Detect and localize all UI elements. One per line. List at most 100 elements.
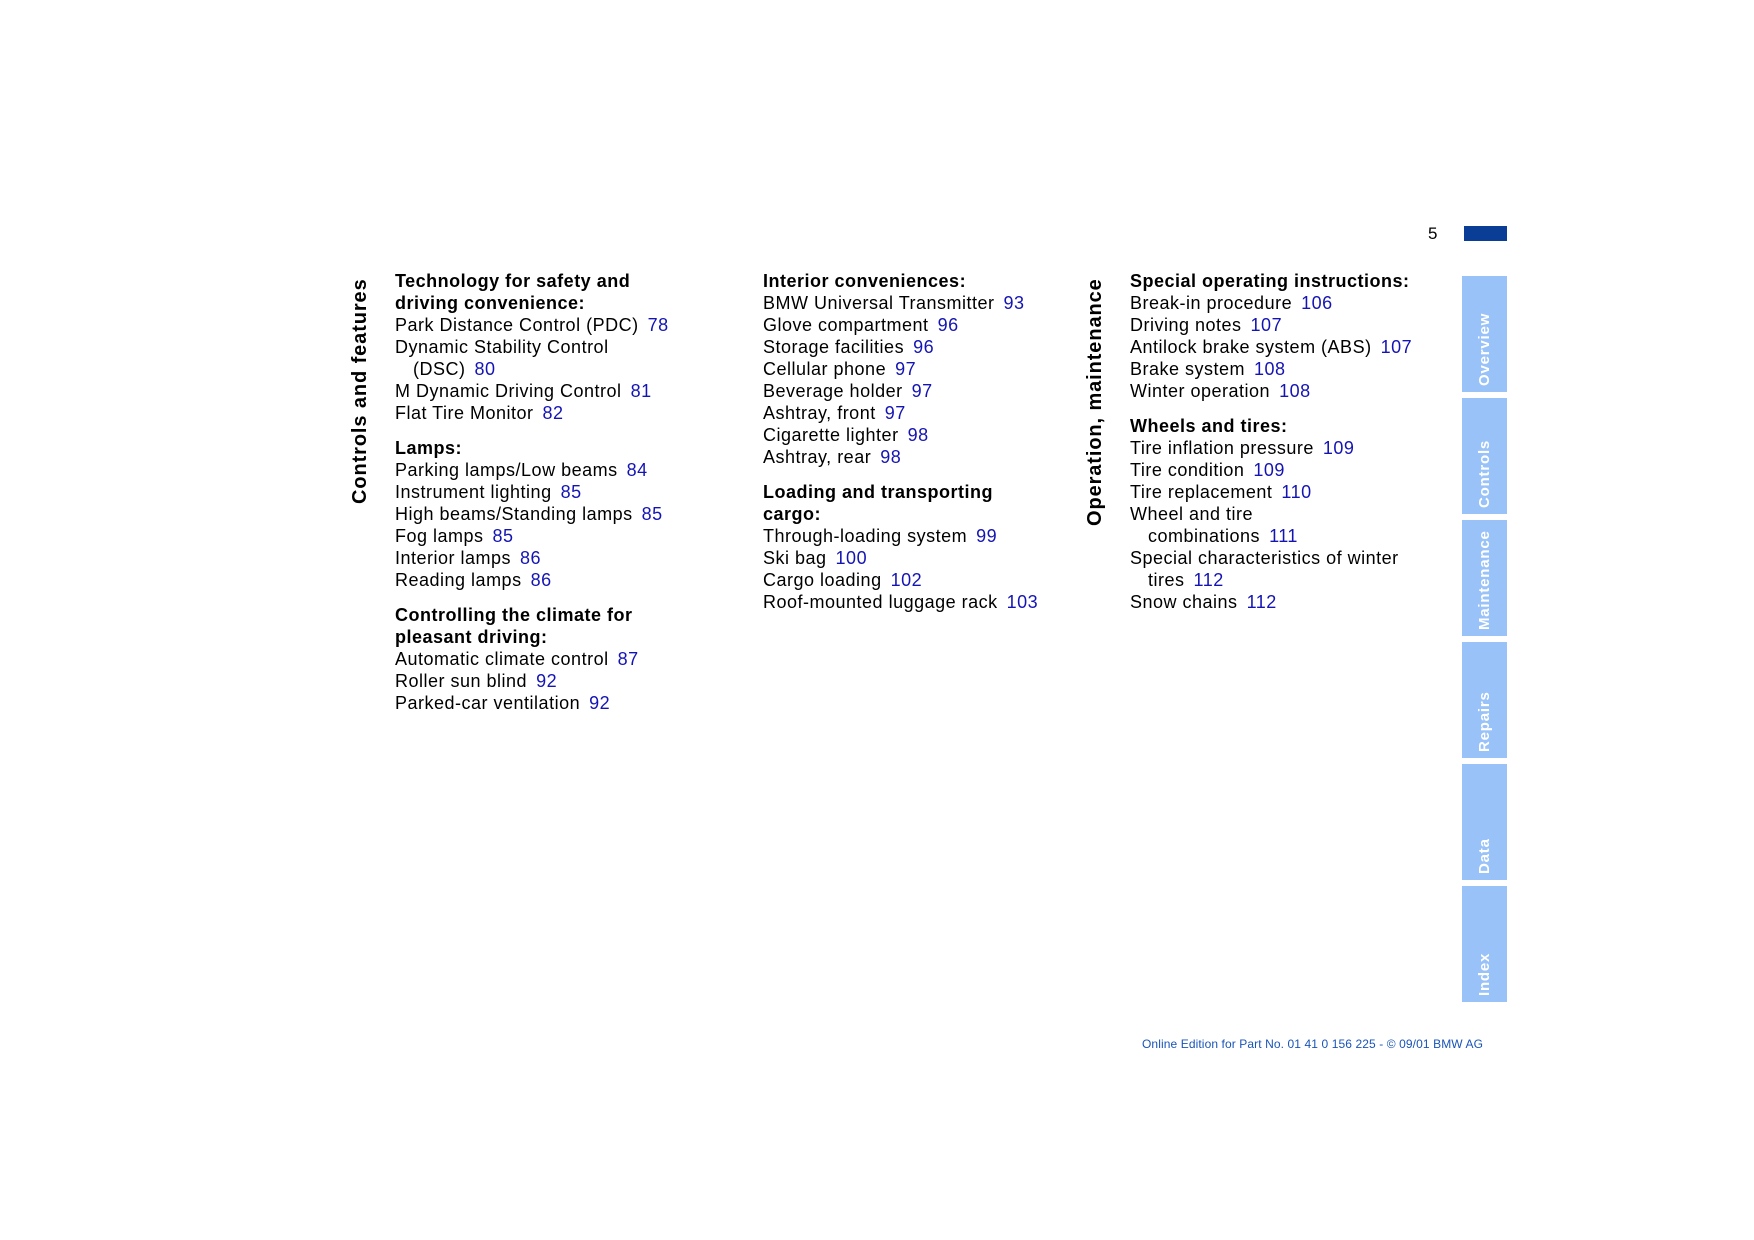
toc-entry[interactable]: Roof-mounted luggage rack 103	[763, 591, 1093, 613]
entry-label: Through-loading system	[763, 526, 968, 546]
toc-entry-continuation[interactable]: combinations 111	[1130, 525, 1460, 547]
toc-entry[interactable]: Through-loading system 99	[763, 525, 1093, 547]
page-ref-link[interactable]: 107	[1380, 337, 1413, 357]
page-ref-link[interactable]: 112	[1193, 570, 1224, 590]
page-ref-link[interactable]: 100	[835, 548, 868, 568]
page-ref-link[interactable]: 92	[536, 671, 558, 691]
toc-entry[interactable]: Cellular phone 97	[763, 358, 1093, 380]
entry-label: Reading lamps	[395, 570, 522, 590]
toc-entry[interactable]: High beams/Standing lamps 85	[395, 503, 725, 525]
entry-label: Ashtray, front	[763, 403, 876, 423]
toc-entry[interactable]: Ski bag 100	[763, 547, 1093, 569]
toc-entry-continuation[interactable]: tires 112	[1130, 569, 1460, 591]
page-ref-link[interactable]: 96	[913, 337, 935, 357]
toc-entry[interactable]: Flat Tire Monitor 82	[395, 402, 725, 424]
page-ref-link[interactable]: 99	[976, 526, 998, 546]
toc-entry[interactable]: Interior lamps 86	[395, 547, 725, 569]
tab-data[interactable]: Data	[1462, 764, 1507, 880]
entry-label: Glove compartment	[763, 315, 929, 335]
toc-entry[interactable]: Cigarette lighter 98	[763, 424, 1093, 446]
page-ref-link[interactable]: 97	[911, 381, 933, 401]
toc-entry[interactable]: Break-in procedure 106	[1130, 292, 1460, 314]
page-ref-link[interactable]: 85	[641, 504, 663, 524]
toc-entry[interactable]: M Dynamic Driving Control 81	[395, 380, 725, 402]
tab-maintenance[interactable]: Maintenance	[1462, 520, 1507, 636]
section-title-controls-and-features: Controls and features	[349, 278, 371, 504]
toc-entry[interactable]: Tire replacement 110	[1130, 481, 1460, 503]
toc-entry[interactable]: Automatic climate control 87	[395, 648, 725, 670]
page-ref-link[interactable]: 112	[1246, 592, 1277, 612]
toc-entry[interactable]: Antilock brake system (ABS) 107	[1130, 336, 1460, 358]
tab-label: Maintenance	[1476, 530, 1493, 630]
page-ref-link[interactable]: 110	[1281, 482, 1312, 502]
page-ref-link[interactable]: 108	[1279, 381, 1311, 401]
tab-controls[interactable]: Controls	[1462, 398, 1507, 514]
toc-entry[interactable]: Tire inflation pressure 109	[1130, 437, 1460, 459]
toc-entry[interactable]: BMW Universal Transmitter 93	[763, 292, 1093, 314]
entry-label: Automatic climate control	[395, 649, 609, 669]
page-ref-link[interactable]: 92	[589, 693, 611, 713]
page-ref-link[interactable]: 80	[474, 359, 496, 379]
tab-label: Repairs	[1476, 691, 1493, 752]
entry-label: Brake system	[1130, 359, 1246, 379]
tab-repairs[interactable]: Repairs	[1462, 642, 1507, 758]
entry-label: Park Distance Control (PDC)	[395, 315, 639, 335]
toc-entry[interactable]: Parking lamps/Low beams 84	[395, 459, 725, 481]
toc-entry[interactable]: Instrument lighting 85	[395, 481, 725, 503]
chapter-tabs: Overview Controls Maintenance Repairs Da…	[1462, 276, 1507, 1008]
toc-entry[interactable]: Fog lamps 85	[395, 525, 725, 547]
toc-entry[interactable]: Tire condition 109	[1130, 459, 1460, 481]
toc-entry[interactable]: Driving notes 107	[1130, 314, 1460, 336]
page-ref-link[interactable]: 81	[630, 381, 652, 401]
page-ref-link[interactable]: 86	[530, 570, 552, 590]
toc-entry[interactable]: Snow chains 112	[1130, 591, 1460, 613]
page-ref-link[interactable]: 109	[1253, 460, 1285, 480]
toc-entry[interactable]: Cargo loading 102	[763, 569, 1093, 591]
toc-entry[interactable]: Ashtray, rear 98	[763, 446, 1093, 468]
page-ref-link[interactable]: 108	[1254, 359, 1286, 379]
page-ref-link[interactable]: 93	[1003, 293, 1025, 313]
toc-entry[interactable]: Brake system 108	[1130, 358, 1460, 380]
toc-entry[interactable]: Winter operation 108	[1130, 380, 1460, 402]
page-ref-link[interactable]: 107	[1250, 315, 1283, 335]
page-ref-link[interactable]: 102	[890, 570, 923, 590]
page-ref-link[interactable]: 103	[1006, 592, 1039, 612]
page-ref-link[interactable]: 97	[884, 403, 906, 423]
toc-entry[interactable]: Roller sun blind 92	[395, 670, 725, 692]
section-loading-cargo: Loading and transporting cargo: Through-…	[763, 481, 1093, 613]
page-ref-link[interactable]: 84	[626, 460, 648, 480]
page-ref-link[interactable]: 87	[617, 649, 639, 669]
page-ref-link[interactable]: 82	[542, 403, 564, 423]
entry-label: Tire inflation pressure	[1130, 438, 1314, 458]
page-ref-link[interactable]: 98	[880, 447, 902, 467]
entry-label: Ashtray, rear	[763, 447, 872, 467]
toc-entry[interactable]: Ashtray, front 97	[763, 402, 1093, 424]
tab-label: Index	[1476, 952, 1493, 996]
section-technology: Technology for safety and driving conven…	[395, 270, 725, 424]
page-ref-link[interactable]: 96	[937, 315, 959, 335]
entry-label: Wheel and tire	[1130, 504, 1254, 524]
page-ref-link[interactable]: 78	[647, 315, 669, 335]
entry-label: Cargo loading	[763, 570, 882, 590]
page-ref-link[interactable]: 109	[1322, 438, 1355, 458]
page-ref-link[interactable]: 85	[560, 482, 582, 502]
tab-overview[interactable]: Overview	[1462, 276, 1507, 392]
toc-entry-continuation[interactable]: (DSC) 80	[395, 358, 725, 380]
entry-label: Fog lamps	[395, 526, 484, 546]
toc-entry[interactable]: Storage facilities 96	[763, 336, 1093, 358]
page-ref-link[interactable]: 98	[907, 425, 929, 445]
entry-label: Storage facilities	[763, 337, 905, 357]
toc-entry[interactable]: Park Distance Control (PDC) 78	[395, 314, 725, 336]
section-heading: driving convenience:	[395, 293, 586, 313]
toc-entry[interactable]: Parked-car ventilation 92	[395, 692, 725, 714]
page-ref-link[interactable]: 86	[520, 548, 542, 568]
page-ref-link[interactable]: 97	[895, 359, 917, 379]
tab-index[interactable]: Index	[1462, 886, 1507, 1002]
page-ref-link[interactable]: 85	[492, 526, 514, 546]
toc-entry[interactable]: Reading lamps 86	[395, 569, 725, 591]
toc-entry[interactable]: Glove compartment 96	[763, 314, 1093, 336]
entry-label: Interior lamps	[395, 548, 512, 568]
toc-entry[interactable]: Beverage holder 97	[763, 380, 1093, 402]
page-ref-link[interactable]: 106	[1301, 293, 1333, 313]
page-ref-link[interactable]: 111	[1269, 526, 1298, 546]
